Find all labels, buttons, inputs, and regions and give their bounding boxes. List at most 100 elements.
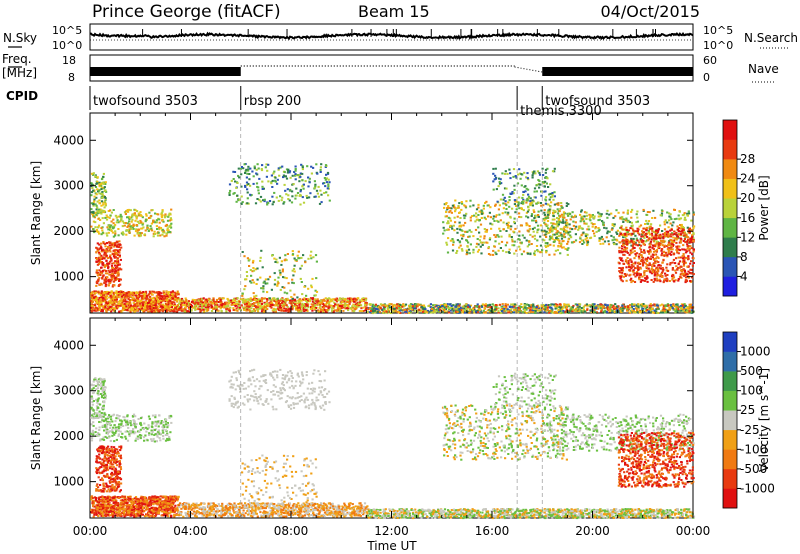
echo-cell bbox=[452, 241, 455, 244]
echo-cell bbox=[493, 308, 497, 311]
echo-cell bbox=[252, 182, 255, 185]
echo-cell bbox=[90, 191, 94, 194]
echo-cell bbox=[99, 245, 103, 248]
echo-cell bbox=[120, 215, 123, 218]
echo-cell bbox=[260, 300, 264, 303]
echo-cell bbox=[574, 227, 577, 230]
echo-cell bbox=[127, 293, 130, 296]
echo-cell bbox=[545, 246, 548, 248]
echo-cell bbox=[579, 303, 582, 306]
echo-cell bbox=[164, 306, 167, 308]
echo-cell bbox=[290, 304, 293, 307]
echo-cell bbox=[188, 310, 191, 313]
echo-cell bbox=[388, 303, 391, 306]
echo-cell bbox=[637, 306, 640, 309]
echo-cell bbox=[243, 309, 246, 311]
echo-cell bbox=[627, 306, 630, 309]
echo-cell bbox=[117, 215, 120, 218]
echo-cell bbox=[244, 172, 247, 174]
echo-cell bbox=[178, 306, 181, 308]
echo-cell bbox=[533, 250, 537, 253]
echo-cell bbox=[351, 298, 355, 301]
echo-cell bbox=[283, 259, 286, 262]
echo-cell bbox=[106, 308, 109, 311]
echo-cell bbox=[113, 303, 116, 306]
echo-cell bbox=[511, 311, 514, 314]
echo-cell bbox=[113, 245, 116, 248]
echo-cell bbox=[517, 203, 520, 206]
echo-cell bbox=[197, 301, 200, 304]
echo-cell bbox=[456, 215, 459, 218]
echo-cell bbox=[536, 228, 539, 231]
echo-cell bbox=[260, 304, 263, 307]
echo-cell bbox=[562, 211, 566, 214]
echo-cell bbox=[402, 305, 405, 308]
echo-cell bbox=[117, 271, 120, 274]
echo-cell bbox=[99, 242, 103, 245]
echo-cell bbox=[670, 304, 673, 307]
echo-cell bbox=[274, 176, 277, 179]
echo-cell bbox=[566, 305, 569, 308]
echo-cell bbox=[90, 172, 94, 175]
echo-cell bbox=[456, 250, 459, 252]
echo-cell bbox=[565, 231, 568, 234]
echo-cell bbox=[495, 307, 498, 310]
echo-cell bbox=[144, 229, 147, 232]
echo-cell bbox=[664, 240, 667, 243]
echo-cell bbox=[92, 215, 96, 218]
echo-cell bbox=[518, 238, 521, 241]
echo-cell bbox=[128, 306, 131, 309]
echo-cell bbox=[556, 311, 559, 314]
echo-cell bbox=[287, 194, 290, 197]
echo-cell bbox=[630, 303, 634, 306]
echo-cell bbox=[104, 245, 107, 248]
echo-cell bbox=[255, 172, 258, 175]
echo-cell bbox=[266, 169, 269, 172]
echo-cell bbox=[451, 227, 454, 230]
echo-cell bbox=[674, 310, 677, 313]
echo-cell bbox=[533, 234, 536, 237]
date-label: 04/Oct/2015 bbox=[600, 2, 700, 21]
echo-cell bbox=[94, 186, 98, 188]
echo-cell bbox=[264, 278, 267, 281]
echo-cell bbox=[468, 235, 471, 238]
echo-cell bbox=[689, 310, 692, 313]
echo-cell bbox=[468, 252, 471, 255]
echo-cell bbox=[122, 294, 125, 297]
echo-cell bbox=[203, 310, 206, 313]
echo-cell bbox=[328, 304, 331, 307]
echo-cell bbox=[464, 205, 467, 208]
echo-cell bbox=[606, 232, 609, 235]
echo-cell bbox=[95, 230, 98, 233]
echo-cell bbox=[351, 305, 354, 308]
echo-cell bbox=[515, 249, 518, 252]
echo-cell bbox=[271, 195, 274, 198]
echo-cell bbox=[140, 232, 143, 235]
echo-cell bbox=[118, 255, 121, 258]
echo-cell bbox=[604, 309, 607, 312]
echo-cell bbox=[531, 311, 534, 314]
echo-cell bbox=[256, 304, 260, 306]
echo-cell bbox=[103, 186, 106, 189]
echo-cell bbox=[477, 308, 480, 311]
echo-cell bbox=[233, 298, 236, 301]
echo-cell bbox=[173, 291, 176, 294]
echo-cell bbox=[107, 269, 110, 272]
echo-cell bbox=[422, 310, 425, 313]
echo-cell bbox=[488, 303, 491, 306]
echo-cell bbox=[334, 303, 337, 306]
echo-cell bbox=[112, 242, 115, 245]
echo-cell bbox=[604, 311, 607, 314]
echo-cell bbox=[532, 209, 535, 212]
echo-cell bbox=[548, 238, 551, 241]
echo-cell bbox=[668, 308, 671, 311]
echo-cell bbox=[595, 306, 598, 309]
echo-cell bbox=[129, 225, 132, 228]
echo-cell bbox=[672, 221, 675, 224]
echo-cell bbox=[235, 200, 238, 203]
echo-cell bbox=[95, 298, 98, 301]
echo-cell bbox=[95, 300, 98, 303]
echo-cell bbox=[478, 305, 481, 308]
echo-cell bbox=[522, 250, 526, 253]
echo-cell bbox=[571, 228, 574, 231]
